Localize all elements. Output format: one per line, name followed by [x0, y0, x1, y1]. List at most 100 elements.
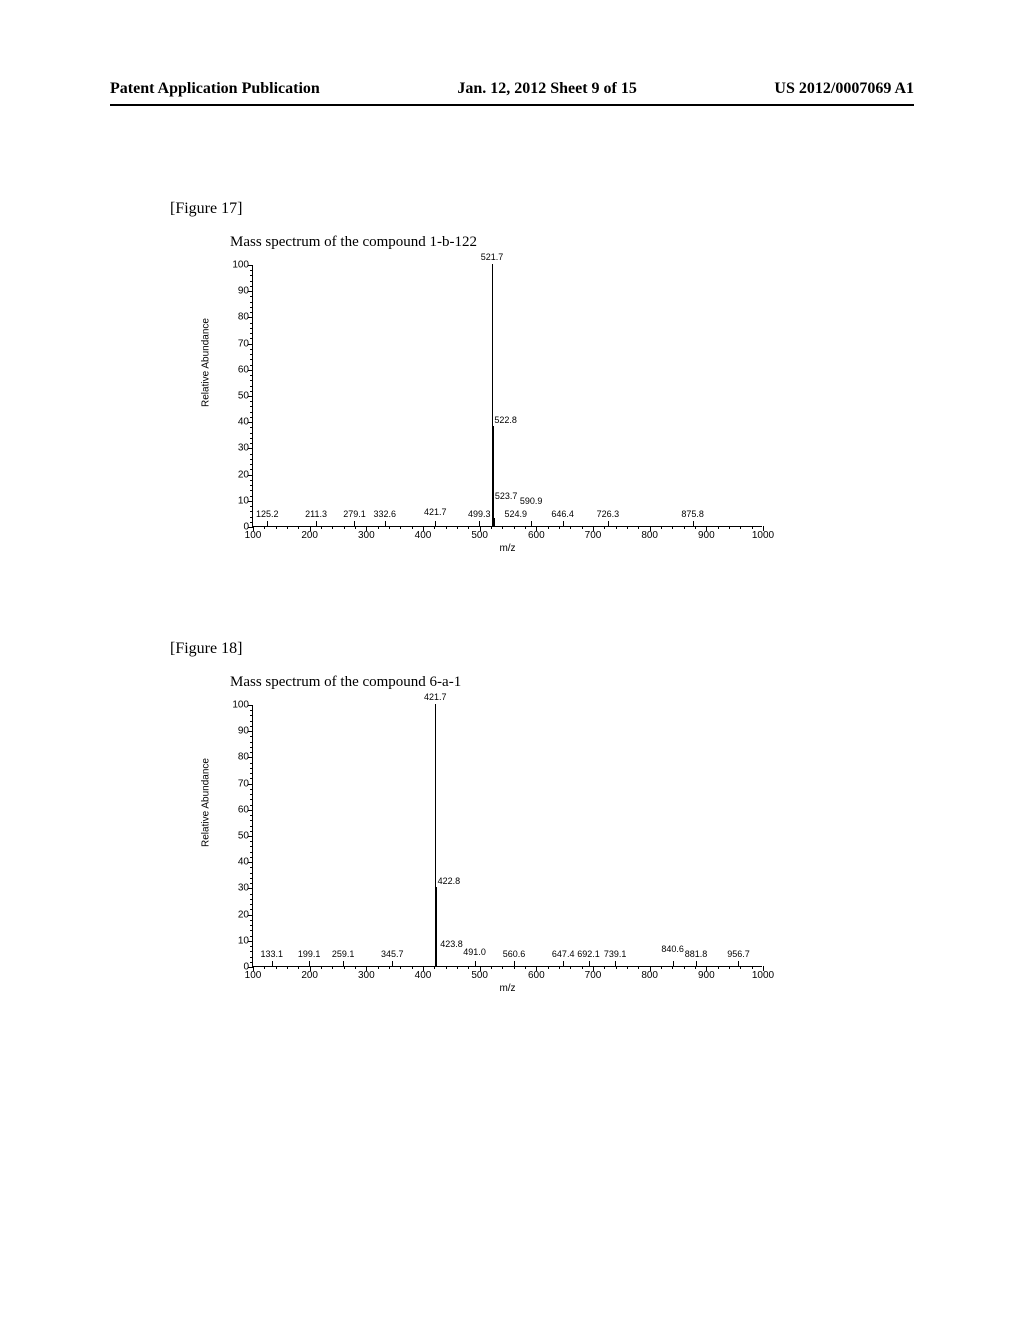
- xtick-minor: [468, 526, 469, 529]
- ytick-label: 80: [238, 752, 249, 763]
- xtick-minor: [264, 526, 265, 529]
- ytick-minor: [250, 799, 253, 800]
- figure-18-xlabel: m/z: [499, 983, 515, 994]
- ytick-minor: [250, 846, 253, 847]
- peak-label: 521.7: [481, 252, 504, 262]
- xtick-label: 700: [585, 530, 602, 541]
- xtick-minor: [684, 526, 685, 529]
- ytick-minor: [250, 820, 253, 821]
- xtick-label: 400: [415, 530, 432, 541]
- xtick-minor: [718, 966, 719, 969]
- xtick-minor: [627, 526, 628, 529]
- page-header: Patent Application Publication Jan. 12, …: [110, 80, 914, 98]
- peak-label: 523.7: [495, 491, 518, 501]
- peak-label: 423.8: [440, 939, 463, 949]
- xtick-minor: [332, 526, 333, 529]
- spectrum-peak: [272, 961, 273, 966]
- ytick-label: 100: [232, 260, 249, 271]
- ytick-minor: [250, 867, 253, 868]
- xtick-minor: [604, 966, 605, 969]
- header-center: Jan. 12, 2012 Sheet 9 of 15: [457, 80, 637, 98]
- peak-label: 422.8: [438, 876, 461, 886]
- ytick-minor: [250, 338, 253, 339]
- xtick-minor: [672, 526, 673, 529]
- xtick-label: 300: [358, 530, 375, 541]
- spectrum-peak: [385, 521, 386, 526]
- ytick-label: 100: [232, 700, 249, 711]
- xtick-minor: [468, 966, 469, 969]
- ytick-minor: [250, 349, 253, 350]
- ytick-minor: [250, 490, 253, 491]
- ytick-minor: [250, 894, 253, 895]
- xtick-minor: [514, 526, 515, 529]
- xtick-minor: [616, 526, 617, 529]
- figure-18-section: [Figure 18] Mass spectrum of the compoun…: [170, 640, 780, 997]
- xtick-minor: [718, 526, 719, 529]
- ytick-label: 90: [238, 726, 249, 737]
- ytick-minor: [250, 794, 253, 795]
- peak-label: 647.4: [552, 949, 575, 959]
- spectrum-peak: [316, 521, 317, 526]
- xtick-minor: [400, 966, 401, 969]
- xtick-minor: [434, 526, 435, 529]
- ytick-minor: [250, 715, 253, 716]
- peak-label: 524.9: [505, 509, 528, 519]
- ytick-minor: [250, 904, 253, 905]
- ytick-minor: [250, 962, 253, 963]
- ytick-minor: [250, 951, 253, 952]
- peak-label: 421.7: [424, 507, 447, 517]
- ytick-minor: [250, 831, 253, 832]
- spectrum-peak: [436, 950, 437, 966]
- ytick-minor: [250, 286, 253, 287]
- peak-label: 590.9: [520, 496, 543, 506]
- xtick-minor: [582, 966, 583, 969]
- peak-label: 211.3: [305, 509, 327, 519]
- ytick-minor: [250, 522, 253, 523]
- header-left: Patent Application Publication: [110, 80, 320, 98]
- xtick-minor: [616, 966, 617, 969]
- ytick-minor: [250, 736, 253, 737]
- ytick-minor: [250, 909, 253, 910]
- ytick-minor: [250, 930, 253, 931]
- xtick-label: 200: [301, 530, 318, 541]
- ytick-minor: [250, 852, 253, 853]
- xtick-minor: [287, 526, 288, 529]
- ytick-minor: [250, 485, 253, 486]
- ytick-minor: [250, 925, 253, 926]
- xtick-minor: [514, 966, 515, 969]
- xtick-label: 600: [528, 970, 545, 981]
- xtick-label: 600: [528, 530, 545, 541]
- peak-label: 259.1: [332, 949, 355, 959]
- ytick-minor: [250, 307, 253, 308]
- spectrum-peak: [673, 961, 674, 966]
- xtick-label: 1000: [752, 970, 774, 981]
- peak-label: 726.3: [597, 509, 620, 519]
- peak-label: 522.8: [494, 415, 517, 425]
- figure-17-xlabel: m/z: [499, 543, 515, 554]
- ytick-minor: [250, 302, 253, 303]
- xtick-label: 200: [301, 970, 318, 981]
- ytick-minor: [250, 433, 253, 434]
- ytick-minor: [250, 517, 253, 518]
- xtick-minor: [502, 526, 503, 529]
- figure-18-label: [Figure 18]: [170, 640, 780, 658]
- xtick-label: 800: [641, 530, 658, 541]
- header-right: US 2012/0007069 A1: [774, 80, 914, 98]
- xtick-minor: [276, 966, 277, 969]
- xtick-label: 300: [358, 970, 375, 981]
- figure-17-chart: Relative Abundance m/z 01020304050607080…: [210, 257, 780, 557]
- xtick-minor: [502, 966, 503, 969]
- ytick-label: 90: [238, 286, 249, 297]
- xtick-minor: [264, 966, 265, 969]
- xtick-minor: [638, 526, 639, 529]
- spectrum-peak: [589, 961, 590, 966]
- xtick-minor: [355, 966, 356, 969]
- ytick-minor: [250, 920, 253, 921]
- ytick-minor: [250, 826, 253, 827]
- xtick-minor: [446, 966, 447, 969]
- xtick-minor: [604, 526, 605, 529]
- xtick-minor: [287, 966, 288, 969]
- xtick-minor: [740, 526, 741, 529]
- xtick-minor: [638, 966, 639, 969]
- peak-label: 279.1: [343, 509, 366, 519]
